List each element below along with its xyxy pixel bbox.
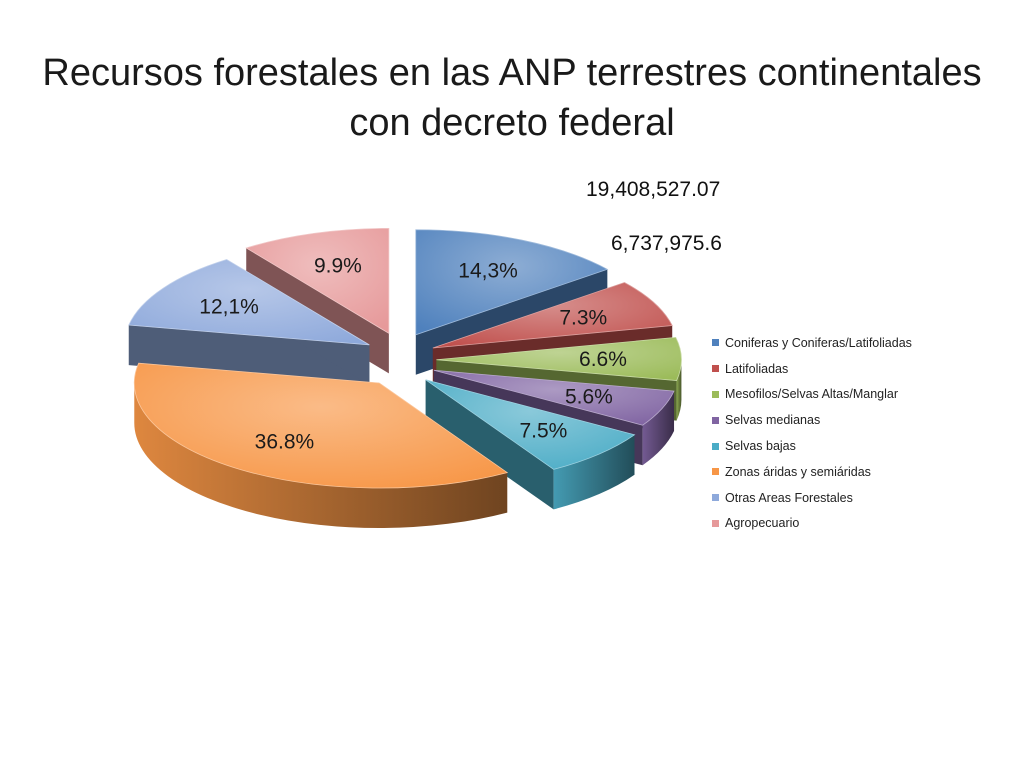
legend-label: Agropecuario <box>725 516 800 531</box>
legend-swatch <box>712 494 719 502</box>
data-label-agropecuario: 9.9% <box>314 254 362 277</box>
legend-item-latifoliadas: Latifoliadas <box>712 356 912 382</box>
chart-title: Recursos forestales en las ANP terrestre… <box>40 48 984 148</box>
legend-label: Selvas medianas <box>725 413 821 428</box>
annotation-total: 19,408,527.07 <box>586 178 721 201</box>
legend-label: Otras Areas Forestales <box>725 490 853 505</box>
legend-swatch <box>712 365 719 373</box>
legend-label: Selvas bajas <box>725 439 796 454</box>
legend-item-zonas-aridas-y-semiaridas: Zonas áridas y semiáridas <box>712 459 912 485</box>
legend-swatch <box>712 416 719 424</box>
slice-zonas-aridas-y-semiaridas <box>133 362 509 529</box>
data-label-zonas-aridas-y-semiaridas: 36.8% <box>255 431 315 454</box>
slice-selvas-bajas <box>425 379 636 510</box>
legend-swatch <box>712 468 719 476</box>
legend-label: Latifoliadas <box>725 361 789 376</box>
data-label-selvas-bajas: 7.5% <box>519 419 567 442</box>
legend-swatch <box>712 339 719 347</box>
legend-label: Mesofilos/Selvas Altas/Manglar <box>725 387 898 402</box>
legend-label: Zonas áridas y semiáridas <box>725 464 871 479</box>
legend-item-selvas-medianas: Selvas medianas <box>712 407 912 433</box>
data-label-selvas-medianas: 5.6% <box>565 385 613 408</box>
chart-title-line-1: Recursos forestales en las ANP terrestre… <box>42 52 982 94</box>
legend-swatch <box>712 442 719 450</box>
data-label-coniferas-y-coniferas-latifoliadas: 14,3% <box>458 259 518 282</box>
annotation-subtotal: 6,737,975.6 <box>611 232 722 255</box>
legend-item-selvas-bajas: Selvas bajas <box>712 433 912 459</box>
data-label-otras-areas-forestales: 12,1% <box>199 295 259 318</box>
data-label-mesofilos-selvas-altas-manglar: 6.6% <box>579 348 627 371</box>
legend-item-agropecuario: Agropecuario <box>712 511 912 537</box>
slice-otras-areas-forestales <box>128 259 370 385</box>
legend-swatch <box>712 519 719 527</box>
legend-item-otras-areas-forestales: Otras Areas Forestales <box>712 485 912 511</box>
legend-swatch <box>712 390 719 398</box>
chart-title-line-2: con decreto federal <box>349 102 675 144</box>
legend-item-mesofilos-selvas-altas-manglar: Mesofilos/Selvas Altas/Manglar <box>712 382 912 408</box>
chart-legend: Coniferas y Coniferas/Latifoliadas Latifo… <box>712 330 912 536</box>
legend-label: Coniferas y Coniferas/Latifoliadas <box>725 335 912 350</box>
legend-item-coniferas-y-coniferas-latifoliadas: Coniferas y Coniferas/Latifoliadas <box>712 330 912 356</box>
data-label-latifoliadas: 7.3% <box>559 306 607 329</box>
